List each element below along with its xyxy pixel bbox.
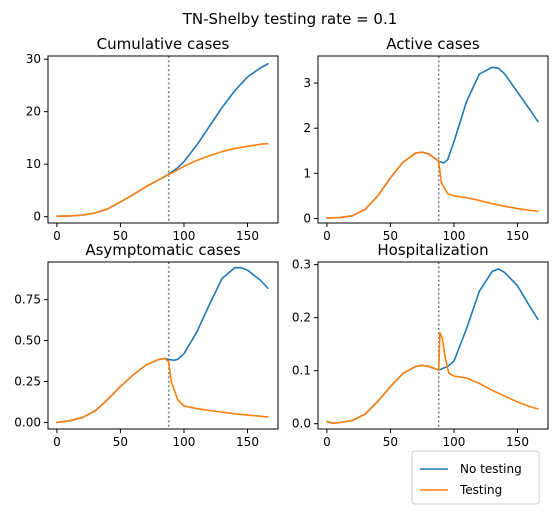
subplot-title: Cumulative cases [97, 35, 230, 53]
y-tick-label: 0 [33, 210, 41, 224]
series-line-no-testing [326, 66, 539, 219]
series-line-no-testing [326, 268, 539, 424]
legend-label-testing: Testing [459, 483, 502, 497]
y-tick-label: 0.00 [14, 415, 41, 429]
subplot-title: Hospitalization [377, 241, 488, 259]
x-tick-label: 50 [113, 229, 128, 243]
y-tick-label: 0.50 [14, 334, 41, 348]
axes-frame [47, 55, 279, 224]
y-tick-label: 0.1 [292, 364, 311, 378]
subplot-2: Active cases 0 50 100 150 0 1 2 3 [303, 35, 549, 243]
axes-frame [317, 261, 549, 430]
y-tick-label: 0.75 [14, 293, 41, 307]
x-tick-label: 100 [443, 435, 466, 449]
y-tick-label: 20 [26, 105, 41, 119]
y-tick-label: 0.0 [292, 417, 311, 431]
axes-frame [47, 261, 279, 430]
x-tick-label: 50 [383, 229, 398, 243]
legend: No testing Testing [411, 450, 540, 505]
series-line-testing [56, 357, 269, 424]
y-tick-label: 30 [26, 52, 41, 66]
y-tick-label: 0.3 [292, 258, 311, 272]
subplot-4: Hospitalization 0 50 100 150 0.0 0.1 0.2 0.3 [292, 241, 549, 449]
series-line-no-testing [56, 63, 269, 217]
x-tick-label: 150 [236, 435, 259, 449]
axes-frame [317, 55, 549, 224]
series-line-testing [326, 151, 539, 219]
x-tick-label: 100 [173, 435, 196, 449]
x-tick-label: 0 [53, 229, 61, 243]
x-tick-label: 0 [323, 435, 331, 449]
x-tick-label: 100 [173, 229, 196, 243]
y-tick-label: 0 [303, 211, 311, 225]
x-tick-label: 0 [323, 229, 331, 243]
x-tick-label: 50 [383, 435, 398, 449]
x-tick-label: 150 [236, 229, 259, 243]
subplot-title: Asymptomatic cases [85, 241, 240, 259]
y-tick-label: 3 [303, 76, 311, 90]
legend-label-no-testing: No testing [460, 462, 522, 476]
y-tick-label: 10 [26, 157, 41, 171]
series-line-testing [326, 331, 539, 424]
subplot-3: Asymptomatic cases 0 50 100 150 0.00 0.25 0.50 0… [14, 241, 279, 449]
series-line-no-testing [56, 266, 269, 424]
y-tick-label: 0.2 [292, 311, 311, 325]
x-tick-label: 0 [53, 435, 61, 449]
series-line-testing [56, 142, 269, 217]
subplot-title: Active cases [386, 35, 480, 53]
x-tick-label: 100 [443, 229, 466, 243]
figure-suptitle: TN-Shelby testing rate = 0.1 [182, 10, 398, 28]
y-tick-label: 2 [303, 121, 311, 135]
y-tick-label: 1 [303, 166, 311, 180]
x-tick-label: 50 [113, 435, 128, 449]
y-tick-label: 0.25 [14, 375, 41, 389]
x-tick-label: 150 [506, 229, 529, 243]
subplot-1: Cumulative cases 0 50 100 150 0 10 20 30 [26, 35, 279, 243]
x-tick-label: 150 [506, 435, 529, 449]
